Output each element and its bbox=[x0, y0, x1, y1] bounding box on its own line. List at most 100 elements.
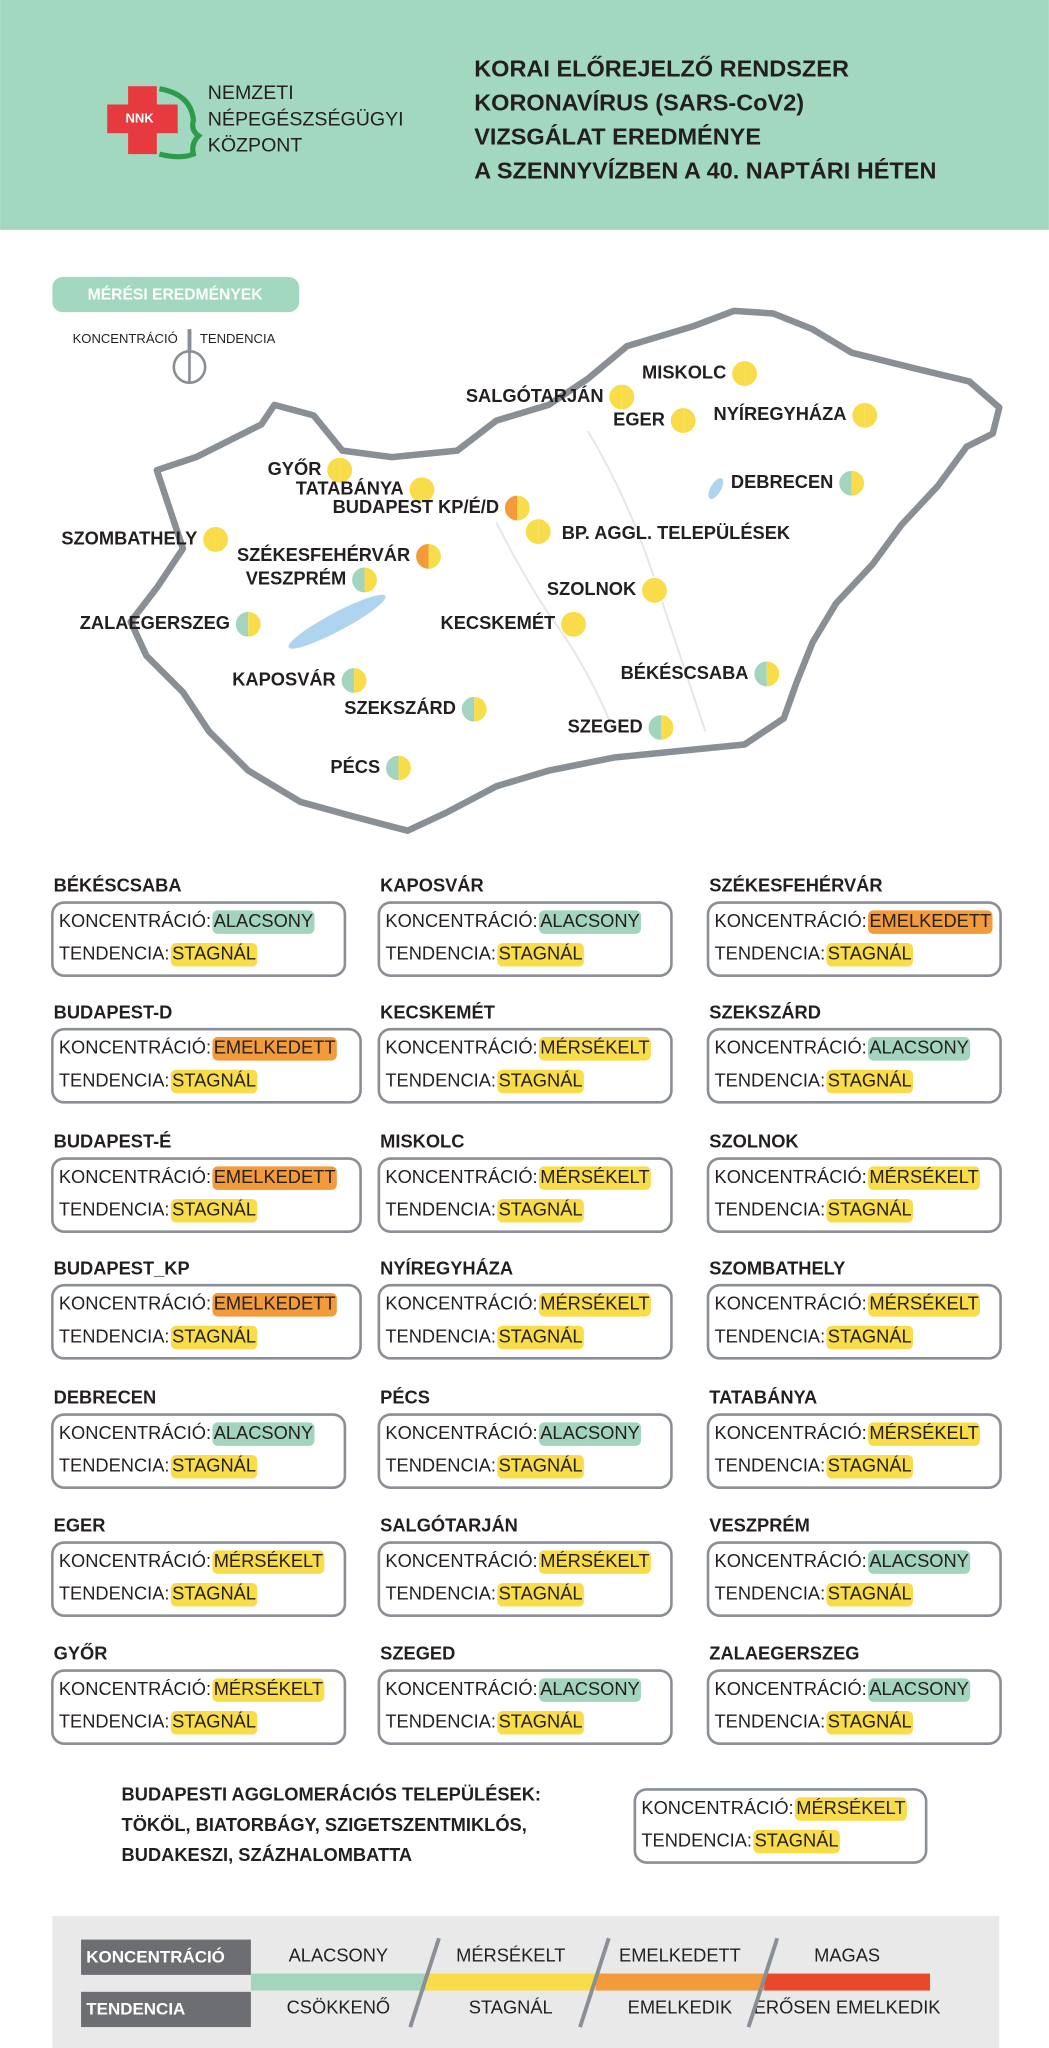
lake bbox=[708, 477, 724, 499]
marker-right bbox=[421, 476, 436, 503]
agglomeration-card: KONCENTRÁCIÓ: MÉRSÉKELT TENDENCIA: STAGNÁL bbox=[633, 1788, 928, 1864]
concentration-label: KONCENTRÁCIÓ: bbox=[715, 1678, 867, 1699]
concentration-highlight bbox=[212, 1678, 325, 1702]
card: VESZPRÉM KONCENTRÁCIÓ: ALACSONY TENDENCIA: S… bbox=[706, 1515, 1002, 1617]
concentration-value: EMELKEDETT bbox=[214, 1293, 336, 1314]
title-line: VIZSGÁLAT EREDMÉNYE bbox=[474, 123, 761, 150]
trend-value: STAGNÁL bbox=[172, 1711, 256, 1732]
card-title: BÉKÉSCSABA bbox=[54, 875, 182, 896]
concentration-highlight bbox=[212, 910, 315, 934]
marker-ring bbox=[730, 359, 759, 388]
trend-value: STAGNÁL bbox=[172, 1199, 256, 1220]
card-title: BUDAPEST-É bbox=[54, 1131, 172, 1152]
marker-ring bbox=[647, 713, 675, 742]
agglomeration-line: BUDAPESTI AGGLOMERÁCIÓS TELEPÜLÉSEK: bbox=[122, 1784, 541, 1805]
trend-highlight bbox=[826, 943, 914, 967]
scale-divider bbox=[578, 1937, 611, 2028]
card-title: SALGÓTARJÁN bbox=[380, 1515, 518, 1536]
city-label: BP. AGGL. TELEPÜLÉSEK bbox=[562, 522, 791, 543]
card-title: ZALAEGERSZEG bbox=[709, 1643, 859, 1664]
marker-right bbox=[660, 714, 675, 741]
concentration-highlight bbox=[212, 1422, 315, 1446]
card: SZOLNOK KONCENTRÁCIÓ: MÉRSÉKELT TENDENCIA: S… bbox=[706, 1131, 1002, 1233]
card-title: GYŐR bbox=[54, 1643, 108, 1664]
city-label: GYŐR bbox=[268, 458, 322, 479]
marker-right bbox=[766, 660, 780, 688]
scale-concentration: MÉRSÉKELT bbox=[456, 1944, 565, 1965]
marker-right bbox=[864, 402, 878, 429]
concentration-label: KONCENTRÁCIÓ: bbox=[715, 910, 867, 931]
city-label: EGER bbox=[613, 408, 665, 429]
marker-right bbox=[398, 754, 412, 782]
concentration-label: KONCENTRÁCIÓ: bbox=[715, 1293, 867, 1314]
marker-left bbox=[326, 457, 340, 484]
scale-title-bg bbox=[81, 1991, 251, 2028]
trend-label: TENDENCIA: bbox=[59, 1325, 170, 1346]
trend-label: TENDENCIA: bbox=[715, 1325, 826, 1346]
scale-segment bbox=[250, 1973, 426, 1991]
concentration-highlight bbox=[538, 1166, 651, 1190]
marker-right bbox=[248, 611, 262, 638]
concentration-value: MÉRSÉKELT bbox=[214, 1678, 323, 1699]
scale-title: TENDENCIA bbox=[86, 2000, 185, 2019]
concentration-highlight bbox=[868, 1166, 980, 1190]
concentration-highlight bbox=[868, 1422, 980, 1446]
trend-label: TENDENCIA: bbox=[59, 1069, 170, 1090]
marker-ring bbox=[325, 456, 354, 484]
concentration-highlight bbox=[868, 910, 993, 934]
card: KAPOSVÁR KONCENTRÁCIÓ: ALACSONY TENDENCIA: S… bbox=[377, 875, 673, 977]
trend-value: STAGNÁL bbox=[499, 1325, 583, 1346]
card: BUDAPEST_KP KONCENTRÁCIÓ: EMELKEDETT TENDEN… bbox=[51, 1257, 362, 1360]
marker-ring bbox=[201, 525, 230, 554]
trend-label: TENDENCIA: bbox=[385, 1199, 496, 1220]
marker-left bbox=[202, 526, 216, 553]
trend-value: STAGNÁL bbox=[828, 1325, 912, 1346]
title-line: KORAI ELŐREJELZŐ RENDSZER bbox=[474, 55, 849, 82]
trend-label: TENDENCIA: bbox=[641, 1829, 752, 1850]
scale-title: KONCENTRÁCIÓ bbox=[86, 1947, 225, 1966]
marker-ring bbox=[384, 754, 413, 782]
trend-highlight bbox=[497, 1455, 584, 1479]
marker-ring bbox=[503, 494, 532, 522]
concentration-highlight bbox=[212, 1166, 337, 1190]
marker-left bbox=[408, 476, 422, 503]
marker-ring bbox=[851, 401, 879, 430]
marker-ring bbox=[837, 469, 866, 497]
trend-label: TENDENCIA: bbox=[385, 1325, 496, 1346]
concentration-value: EMELKEDETT bbox=[214, 1037, 336, 1058]
scale-segment bbox=[595, 1973, 765, 1991]
trend-highlight bbox=[170, 1199, 258, 1223]
concentration-highlight bbox=[868, 1293, 980, 1317]
trend-highlight bbox=[170, 1583, 258, 1607]
card-title: KAPOSVÁR bbox=[380, 875, 484, 896]
trend-value: STAGNÁL bbox=[499, 943, 583, 964]
marker-ring bbox=[234, 610, 262, 639]
trend-value: STAGNÁL bbox=[499, 1069, 583, 1090]
concentration-value: ALACSONY bbox=[869, 1678, 968, 1699]
concentration-label: KONCENTRÁCIÓ: bbox=[385, 1678, 537, 1699]
city-label: TATABÁNYA bbox=[296, 478, 404, 499]
trend-highlight bbox=[826, 1583, 914, 1607]
trend-label: TENDENCIA: bbox=[385, 943, 496, 964]
concentration-value: ALACSONY bbox=[869, 1037, 968, 1058]
card: NYÍREGYHÁZA KONCENTRÁCIÓ: MÉRSÉKELT TENDENC… bbox=[377, 1257, 673, 1360]
concentration-value: ALACSONY bbox=[214, 1422, 313, 1443]
concentration-label: KONCENTRÁCIÓ: bbox=[385, 910, 537, 931]
concentration-highlight bbox=[538, 1293, 651, 1317]
card-title: KECSKEMÉT bbox=[380, 1001, 495, 1022]
trend-label: TENDENCIA: bbox=[59, 1455, 170, 1476]
marker-right bbox=[517, 495, 531, 522]
trend-label: TENDENCIA: bbox=[385, 1455, 496, 1476]
scale-trend: ERŐSEN EMELKEDIK bbox=[754, 1997, 941, 2018]
concentration-highlight bbox=[212, 1550, 325, 1574]
trend-label: TENDENCIA: bbox=[385, 1711, 496, 1732]
marker-right bbox=[538, 518, 552, 545]
concentration-highlight bbox=[538, 910, 642, 934]
trend-highlight bbox=[497, 943, 584, 967]
scale-segment bbox=[764, 1973, 931, 1991]
card-title: TATABÁNYA bbox=[709, 1387, 817, 1408]
trend-highlight bbox=[826, 1069, 914, 1094]
card-title: SZOMBATHELY bbox=[709, 1257, 845, 1278]
trend-value: STAGNÁL bbox=[172, 943, 256, 964]
